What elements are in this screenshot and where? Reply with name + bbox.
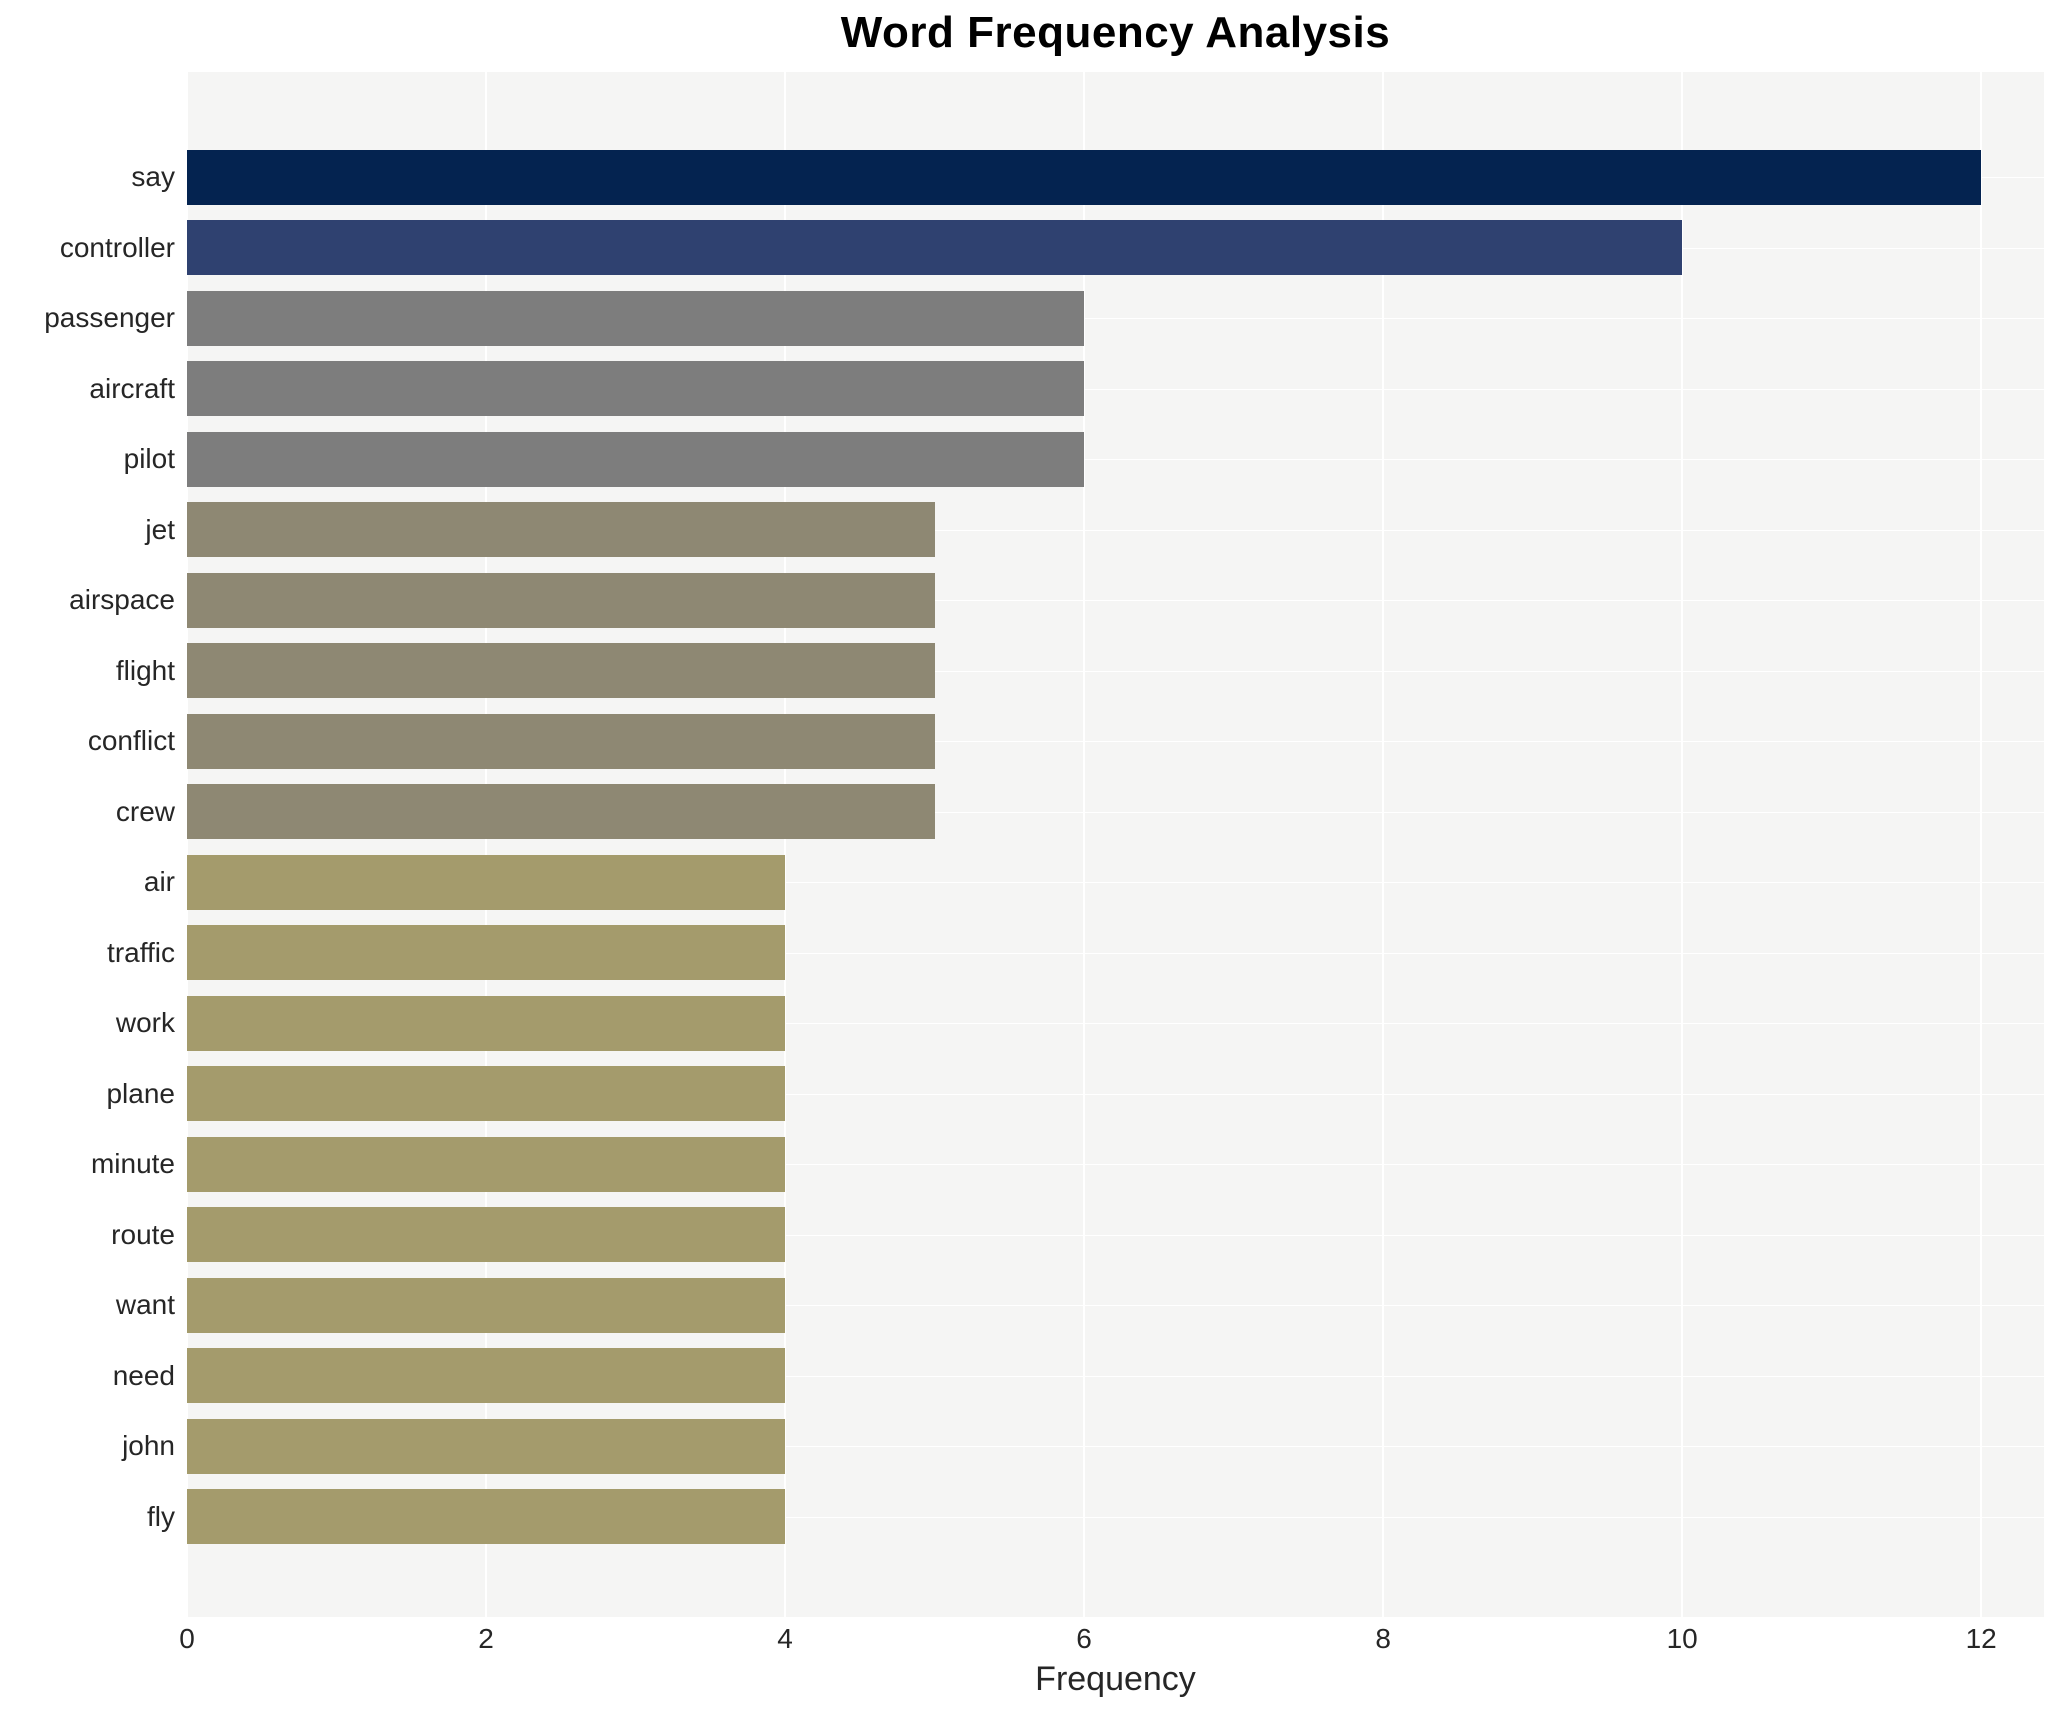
bar-conflict [187, 713, 935, 769]
bar-air [187, 854, 786, 910]
bar-jet [187, 502, 935, 558]
x-tick-label: 6 [1076, 1623, 1092, 1654]
chart-row: flight [116, 636, 2044, 707]
plot-area: say controller passenger aircraft pilot jet ai… [44, 72, 2044, 1617]
horizontal-gridline [187, 811, 2044, 813]
category-label-conflict: conflict [87, 725, 175, 757]
horizontal-gridline [187, 459, 2044, 461]
category-label-fly: fly [147, 1500, 175, 1532]
bar-minute [187, 1136, 786, 1192]
bar-work [187, 995, 786, 1051]
vertical-gridline [1382, 72, 1385, 1617]
bar-pilot [187, 431, 1085, 487]
category-label-air: air [143, 866, 175, 898]
category-label-route: route [111, 1218, 175, 1250]
x-ticks: 0 2 4 6 8 10 12 [179, 1623, 2044, 1659]
chart-row: passenger [44, 283, 2044, 354]
horizontal-gridline [187, 600, 2044, 602]
chart-row: controller [60, 213, 2044, 284]
category-label-pilot: pilot [123, 443, 175, 475]
category-label-aircraft: aircraft [89, 372, 175, 404]
vertical-gridline [784, 72, 787, 1617]
chart-row: want [116, 1270, 2044, 1341]
horizontal-gridline [187, 1516, 2044, 1518]
x-tick-label: 12 [1965, 1623, 1997, 1654]
bar-route [187, 1207, 786, 1263]
category-label-passenger: passenger [44, 302, 175, 334]
x-tick-label: 0 [179, 1623, 195, 1654]
category-label-john: john [122, 1430, 175, 1462]
category-label-need: need [112, 1359, 175, 1391]
chart-row: air [144, 847, 2044, 918]
chart-row: plane [106, 1059, 2044, 1130]
category-label-crew: crew [115, 795, 175, 827]
chart-row: jet [145, 495, 2044, 566]
category-label-flight: flight [115, 654, 175, 686]
vertical-gridline [1980, 72, 1983, 1617]
bar-plane [187, 1066, 786, 1122]
category-label-jet: jet [145, 513, 175, 545]
chart-row: fly [147, 1482, 2044, 1553]
chart-row: route [111, 1200, 2044, 1271]
x-tick-label: 10 [1666, 1623, 1698, 1654]
category-label-work: work [115, 1007, 175, 1039]
chart-row: aircraft [89, 354, 2044, 425]
category-label-plane: plane [106, 1077, 175, 1109]
horizontal-gridline [187, 670, 2044, 672]
bar-aircraft [187, 361, 1085, 417]
chart-row: traffic [107, 918, 2044, 989]
x-tick-label: 4 [777, 1623, 793, 1654]
bar-flight [187, 643, 935, 699]
category-label-airspace: airspace [69, 584, 175, 616]
horizontal-gridline [187, 529, 2044, 531]
horizontal-gridline [187, 1093, 2044, 1095]
vertical-gridline [186, 72, 188, 1617]
bar-passenger [187, 290, 1085, 346]
bar-want [187, 1277, 786, 1333]
chart-row: john [122, 1411, 2044, 1482]
horizontal-gridline [187, 1446, 2044, 1448]
horizontal-gridline [187, 1375, 2044, 1377]
bar-need [187, 1348, 786, 1404]
horizontal-gridline [187, 388, 2044, 390]
chart-row: conflict [88, 706, 2044, 777]
x-tick-label: 2 [478, 1623, 494, 1654]
vertical-gridline [485, 72, 488, 1617]
bar-say [187, 149, 1982, 205]
horizontal-gridline [187, 1023, 2044, 1025]
horizontal-gridline [187, 882, 2044, 884]
chart-row: pilot [124, 424, 2044, 495]
category-label-controller: controller [59, 231, 175, 263]
chart-row: crew [116, 777, 2044, 848]
vertical-gridline [1681, 72, 1684, 1617]
horizontal-gridline [187, 1164, 2044, 1166]
chart-row: minute [91, 1129, 2044, 1200]
chart-row: need [113, 1341, 2044, 1412]
category-label-minute: minute [90, 1148, 175, 1180]
chart-row: say [131, 142, 2044, 213]
x-tick-label: 8 [1375, 1623, 1391, 1654]
chart-rows: say controller passenger aircraft pilot jet ai… [44, 142, 2044, 1553]
bar-traffic [187, 925, 786, 981]
horizontal-gridline [187, 318, 2044, 320]
x-axis-label: Frequency [1035, 1660, 1196, 1698]
horizontal-gridline [187, 741, 2044, 743]
vertical-gridline [1083, 72, 1086, 1617]
bar-fly [187, 1489, 786, 1545]
bar-john [187, 1418, 786, 1474]
chart-row: airspace [69, 565, 2044, 636]
chart-title: Word Frequency Analysis [840, 8, 1391, 57]
category-label-say: say [131, 161, 175, 193]
bar-airspace [187, 572, 935, 628]
category-label-traffic: traffic [107, 936, 175, 968]
category-label-want: want [115, 1289, 175, 1321]
bar-controller [187, 220, 1683, 276]
chart-row: work [116, 988, 2044, 1059]
horizontal-gridline [187, 1305, 2044, 1307]
bar-crew [187, 784, 935, 840]
horizontal-gridline [187, 952, 2044, 954]
horizontal-gridline [187, 1234, 2044, 1236]
